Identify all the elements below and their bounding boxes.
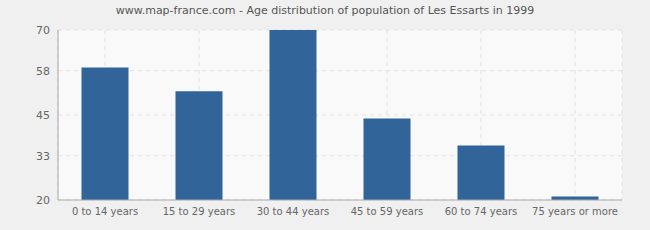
svg-text:20: 20: [36, 194, 50, 207]
svg-text:0 to 14 years: 0 to 14 years: [72, 206, 138, 217]
svg-text:60 to 74 years: 60 to 74 years: [445, 206, 518, 217]
svg-text:45 to 59 years: 45 to 59 years: [351, 206, 424, 217]
svg-text:75 years or more: 75 years or more: [532, 206, 618, 217]
svg-text:70: 70: [36, 24, 50, 37]
svg-text:45: 45: [36, 109, 50, 122]
html-text:www.map-france.com - Age distr: www.map-france.com - Age distribution of…: [115, 4, 535, 17]
svg-text:33: 33: [36, 150, 50, 163]
svg-text:58: 58: [36, 65, 50, 78]
svg-text:30 to 44 years: 30 to 44 years: [257, 206, 330, 217]
svg-text:15 to 29 years: 15 to 29 years: [163, 206, 236, 217]
